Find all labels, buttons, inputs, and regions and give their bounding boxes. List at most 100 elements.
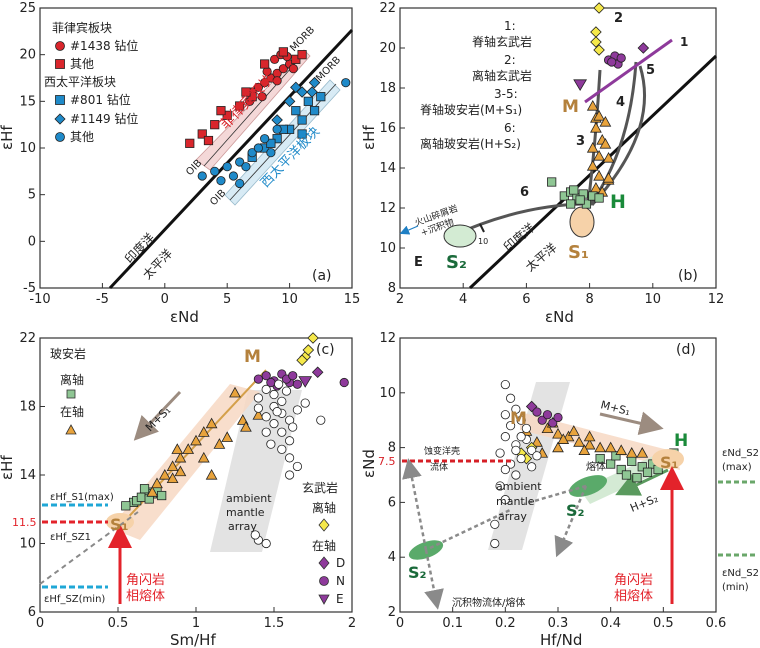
data-point xyxy=(277,427,287,437)
data-point xyxy=(341,78,351,88)
x-tick-label: 12 xyxy=(708,292,725,307)
data-point xyxy=(521,423,532,434)
data-point xyxy=(203,135,214,146)
data-point xyxy=(557,433,570,444)
label-d-ambient3: array xyxy=(498,510,527,523)
data-point xyxy=(269,419,279,429)
data-point xyxy=(298,376,313,388)
panel-c-ylabel: εHf xyxy=(0,455,16,480)
y-tick-label: 8 xyxy=(388,281,396,296)
x-tick-label: 0 xyxy=(36,616,44,631)
label-d-s1: S₁ xyxy=(660,453,679,472)
data-point xyxy=(586,99,599,111)
label-d-s2a: S₂ xyxy=(566,501,585,520)
data-point xyxy=(490,538,500,549)
data-point xyxy=(205,417,218,429)
data-point xyxy=(250,530,260,540)
y-tick-label: 18 xyxy=(379,81,396,96)
x-tick-label: 0.5 xyxy=(653,616,674,631)
y-tick-label: 0 xyxy=(28,234,36,249)
data-point xyxy=(308,76,321,89)
data-point xyxy=(590,121,602,133)
y-tick-label: 20 xyxy=(379,41,396,56)
data-point xyxy=(616,53,626,63)
legend-a-other1: 其他 xyxy=(70,57,94,71)
label-c-ambient1: ambient xyxy=(226,492,272,505)
data-point xyxy=(205,468,218,480)
flux-link xyxy=(429,508,511,550)
data-point xyxy=(277,444,287,454)
data-point xyxy=(505,393,516,403)
panel-c-label: (c) xyxy=(316,342,335,358)
label-b-10: 10 xyxy=(478,237,488,246)
legend-b-1a: 1: xyxy=(504,19,516,33)
label-d-ndmin1: εNd_S2 xyxy=(722,568,759,579)
data-point xyxy=(316,92,326,102)
data-point xyxy=(247,148,257,158)
legend-a-other1-marker xyxy=(55,59,65,69)
data-point xyxy=(266,439,276,449)
data-point xyxy=(241,87,251,97)
data-point xyxy=(297,50,307,60)
sz-line-c xyxy=(39,511,139,585)
data-point xyxy=(240,421,252,432)
data-point xyxy=(599,137,612,149)
data-point xyxy=(261,427,271,437)
data-point xyxy=(260,78,270,88)
panel-d: 0 0.1 0.2 0.3 0.4 0.5 0.6 2 4 6 8 10 12 M H S₁ S₂ S₂… xyxy=(360,331,759,648)
legend-c-d: D xyxy=(336,556,345,570)
label-b-1: 1 xyxy=(680,35,688,49)
data-point xyxy=(637,42,650,54)
s1-end-member-d xyxy=(652,449,684,469)
data-point xyxy=(602,171,615,183)
data-point xyxy=(500,464,510,475)
legend-c-boninite: 玻安岩 xyxy=(50,346,86,361)
label-d-melt1: 角闪岩 xyxy=(614,573,653,588)
data-point xyxy=(306,86,318,98)
mix-line-m xyxy=(584,38,673,104)
data-point xyxy=(316,415,326,425)
data-point xyxy=(511,404,521,414)
data-point xyxy=(174,451,187,463)
data-point xyxy=(586,159,599,171)
label-d-ambient1: ambient xyxy=(496,480,542,493)
panel-a-label: (a) xyxy=(312,268,332,284)
panel-b-ylabel: εHf xyxy=(360,125,378,150)
data-point xyxy=(606,459,616,469)
panel-d-ylabel: εNd xyxy=(360,449,378,478)
x-tick-label: 2 xyxy=(396,292,404,307)
data-point xyxy=(642,467,653,477)
data-point xyxy=(511,445,521,455)
x-tick-label: 1.5 xyxy=(264,616,285,631)
data-point xyxy=(210,166,220,176)
label-c-ambient2: mantle xyxy=(226,506,265,519)
data-point xyxy=(288,64,298,74)
data-point xyxy=(216,106,226,116)
data-point xyxy=(272,124,282,134)
data-point xyxy=(235,101,245,111)
data-point xyxy=(511,470,521,480)
data-point xyxy=(542,410,553,420)
legend-c-boff: 离轴 xyxy=(312,500,336,515)
y-tick-label: 6 xyxy=(388,495,396,510)
label-d-melt: 熔体 xyxy=(586,460,606,473)
y-tick-label: 16 xyxy=(379,121,396,136)
data-point xyxy=(247,92,257,102)
legend-c-onaxis-marker xyxy=(65,424,77,435)
data-point xyxy=(252,409,265,420)
data-point xyxy=(166,472,179,484)
data-point xyxy=(281,386,292,396)
legend-c-e: E xyxy=(336,592,344,606)
label-d-melt2: 相熔体 xyxy=(614,589,653,604)
data-point xyxy=(604,441,617,453)
panel-a-ylabel: εHf xyxy=(0,125,16,150)
data-point xyxy=(583,438,596,450)
data-point xyxy=(500,432,510,442)
label-c-ambient3: array xyxy=(228,520,257,533)
data-point xyxy=(266,138,276,148)
data-point xyxy=(593,149,605,161)
panel-d-label: (d) xyxy=(676,342,696,358)
data-point xyxy=(269,389,279,400)
y-tick-label: 14 xyxy=(19,468,36,483)
